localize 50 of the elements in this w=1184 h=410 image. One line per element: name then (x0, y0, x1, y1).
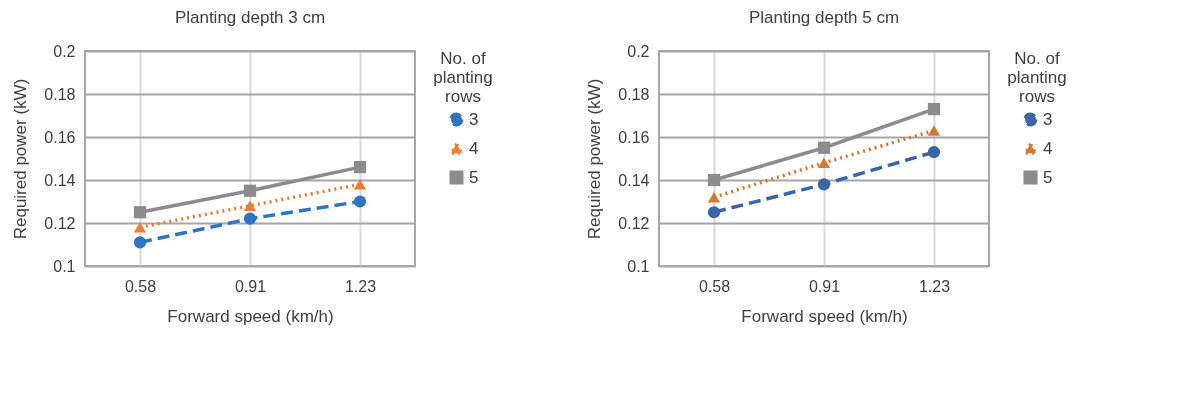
y-tick-label: 0.2 (53, 42, 76, 60)
y-tick-label: 0.18 (618, 85, 650, 103)
x-axis-title: Forward speed (km/h) (741, 306, 908, 326)
point (353, 195, 367, 208)
point (707, 191, 721, 203)
point (133, 206, 147, 219)
point (707, 173, 721, 187)
x-tick-label: 0.91 (808, 277, 841, 295)
point (927, 145, 941, 159)
point (243, 212, 257, 225)
legend-title: No. of planting rows (433, 49, 493, 106)
legend-label: 5 (1043, 167, 1053, 187)
y-axis-title: Required power (kW) (11, 78, 31, 240)
y-tick-label: 0.16 (44, 128, 76, 146)
legend-label: 3 (1043, 109, 1053, 129)
point (927, 102, 941, 116)
point (817, 178, 831, 191)
x-tick-label: 1.23 (918, 277, 951, 295)
legend-label: 4 (469, 138, 479, 158)
point (707, 206, 721, 219)
y-tick-label: 0.12 (618, 214, 650, 232)
y-tick-label: 0.1 (627, 257, 650, 275)
point (353, 160, 367, 174)
chart-title: Planting depth 5 cm (748, 8, 900, 27)
y-tick-label: 0.18 (44, 85, 76, 103)
x-tick-label: 0.58 (124, 277, 157, 295)
chart-title: Planting depth 3 cm (174, 8, 326, 27)
legend-label: 4 (1043, 138, 1053, 158)
x-tick-label: 0.58 (698, 277, 731, 295)
point (243, 200, 257, 212)
y-tick-label: 0.1 (53, 257, 76, 275)
y-tick-label: 0.12 (44, 214, 76, 232)
point (133, 236, 147, 249)
x-axis-title: Forward speed (km/h) (167, 306, 334, 326)
x-tick-label: 1.23 (344, 277, 377, 295)
point (927, 125, 941, 136)
point (817, 157, 831, 169)
point (133, 222, 147, 233)
y-axis-title: Required power (kW) (585, 78, 605, 240)
legend-label: 5 (469, 167, 479, 187)
point (817, 141, 831, 154)
y-tick-label: 0.14 (44, 171, 76, 189)
legend-title: No. of planting rows (1007, 49, 1067, 106)
y-tick-label: 0.2 (627, 42, 650, 60)
y-tick-label: 0.16 (618, 128, 650, 146)
legend-label: 3 (469, 109, 479, 129)
x-tick-label: 0.91 (234, 277, 267, 295)
point (353, 179, 367, 190)
point (243, 184, 257, 197)
y-tick-label: 0.14 (618, 171, 650, 189)
